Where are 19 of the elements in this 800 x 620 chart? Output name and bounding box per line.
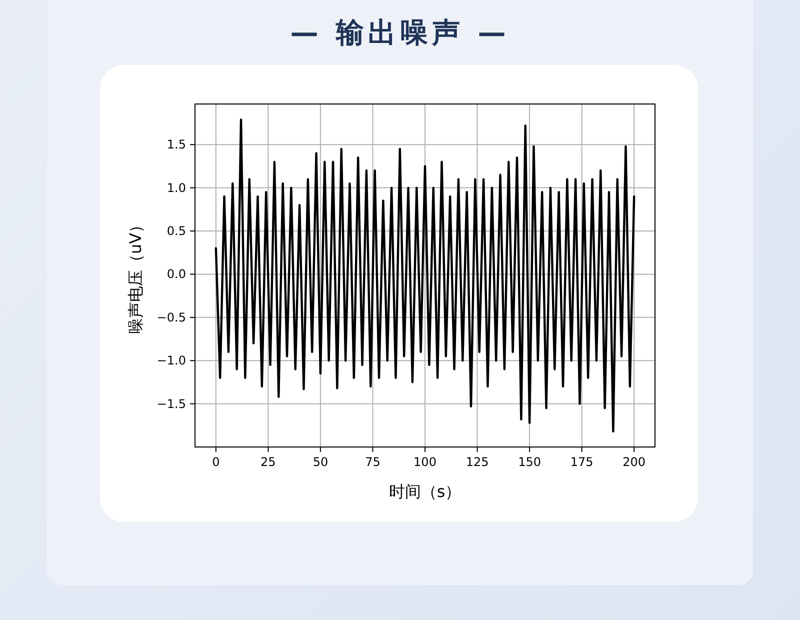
x-tick-label: 125	[466, 455, 489, 469]
y-tick-label: −1.5	[156, 396, 186, 411]
x-tick-label: 50	[312, 455, 328, 469]
x-axis-title: 时间（s）	[388, 482, 462, 501]
x-tick-label: 0	[212, 455, 220, 469]
x-tick-label: 200	[622, 455, 646, 469]
x-tick-label: 150	[518, 455, 541, 469]
y-tick-label: 1.5	[166, 138, 186, 152]
y-tick-label: 1.0	[166, 180, 186, 195]
x-tick-label: 25	[260, 455, 276, 469]
x-tick-label: 100	[414, 455, 436, 469]
y-tick-label: −1.0	[156, 354, 186, 368]
y-tick-label: 0.0	[166, 267, 186, 282]
chart-title: — 输出噪声 —	[290, 16, 510, 49]
y-tick-label: 0.5	[166, 224, 186, 238]
x-tick-label: 175	[570, 455, 594, 469]
x-tick-label: 75	[365, 455, 380, 469]
y-axis-title: 噪声电压（uV）	[126, 216, 145, 334]
y-tick-label: −0.5	[156, 310, 186, 324]
